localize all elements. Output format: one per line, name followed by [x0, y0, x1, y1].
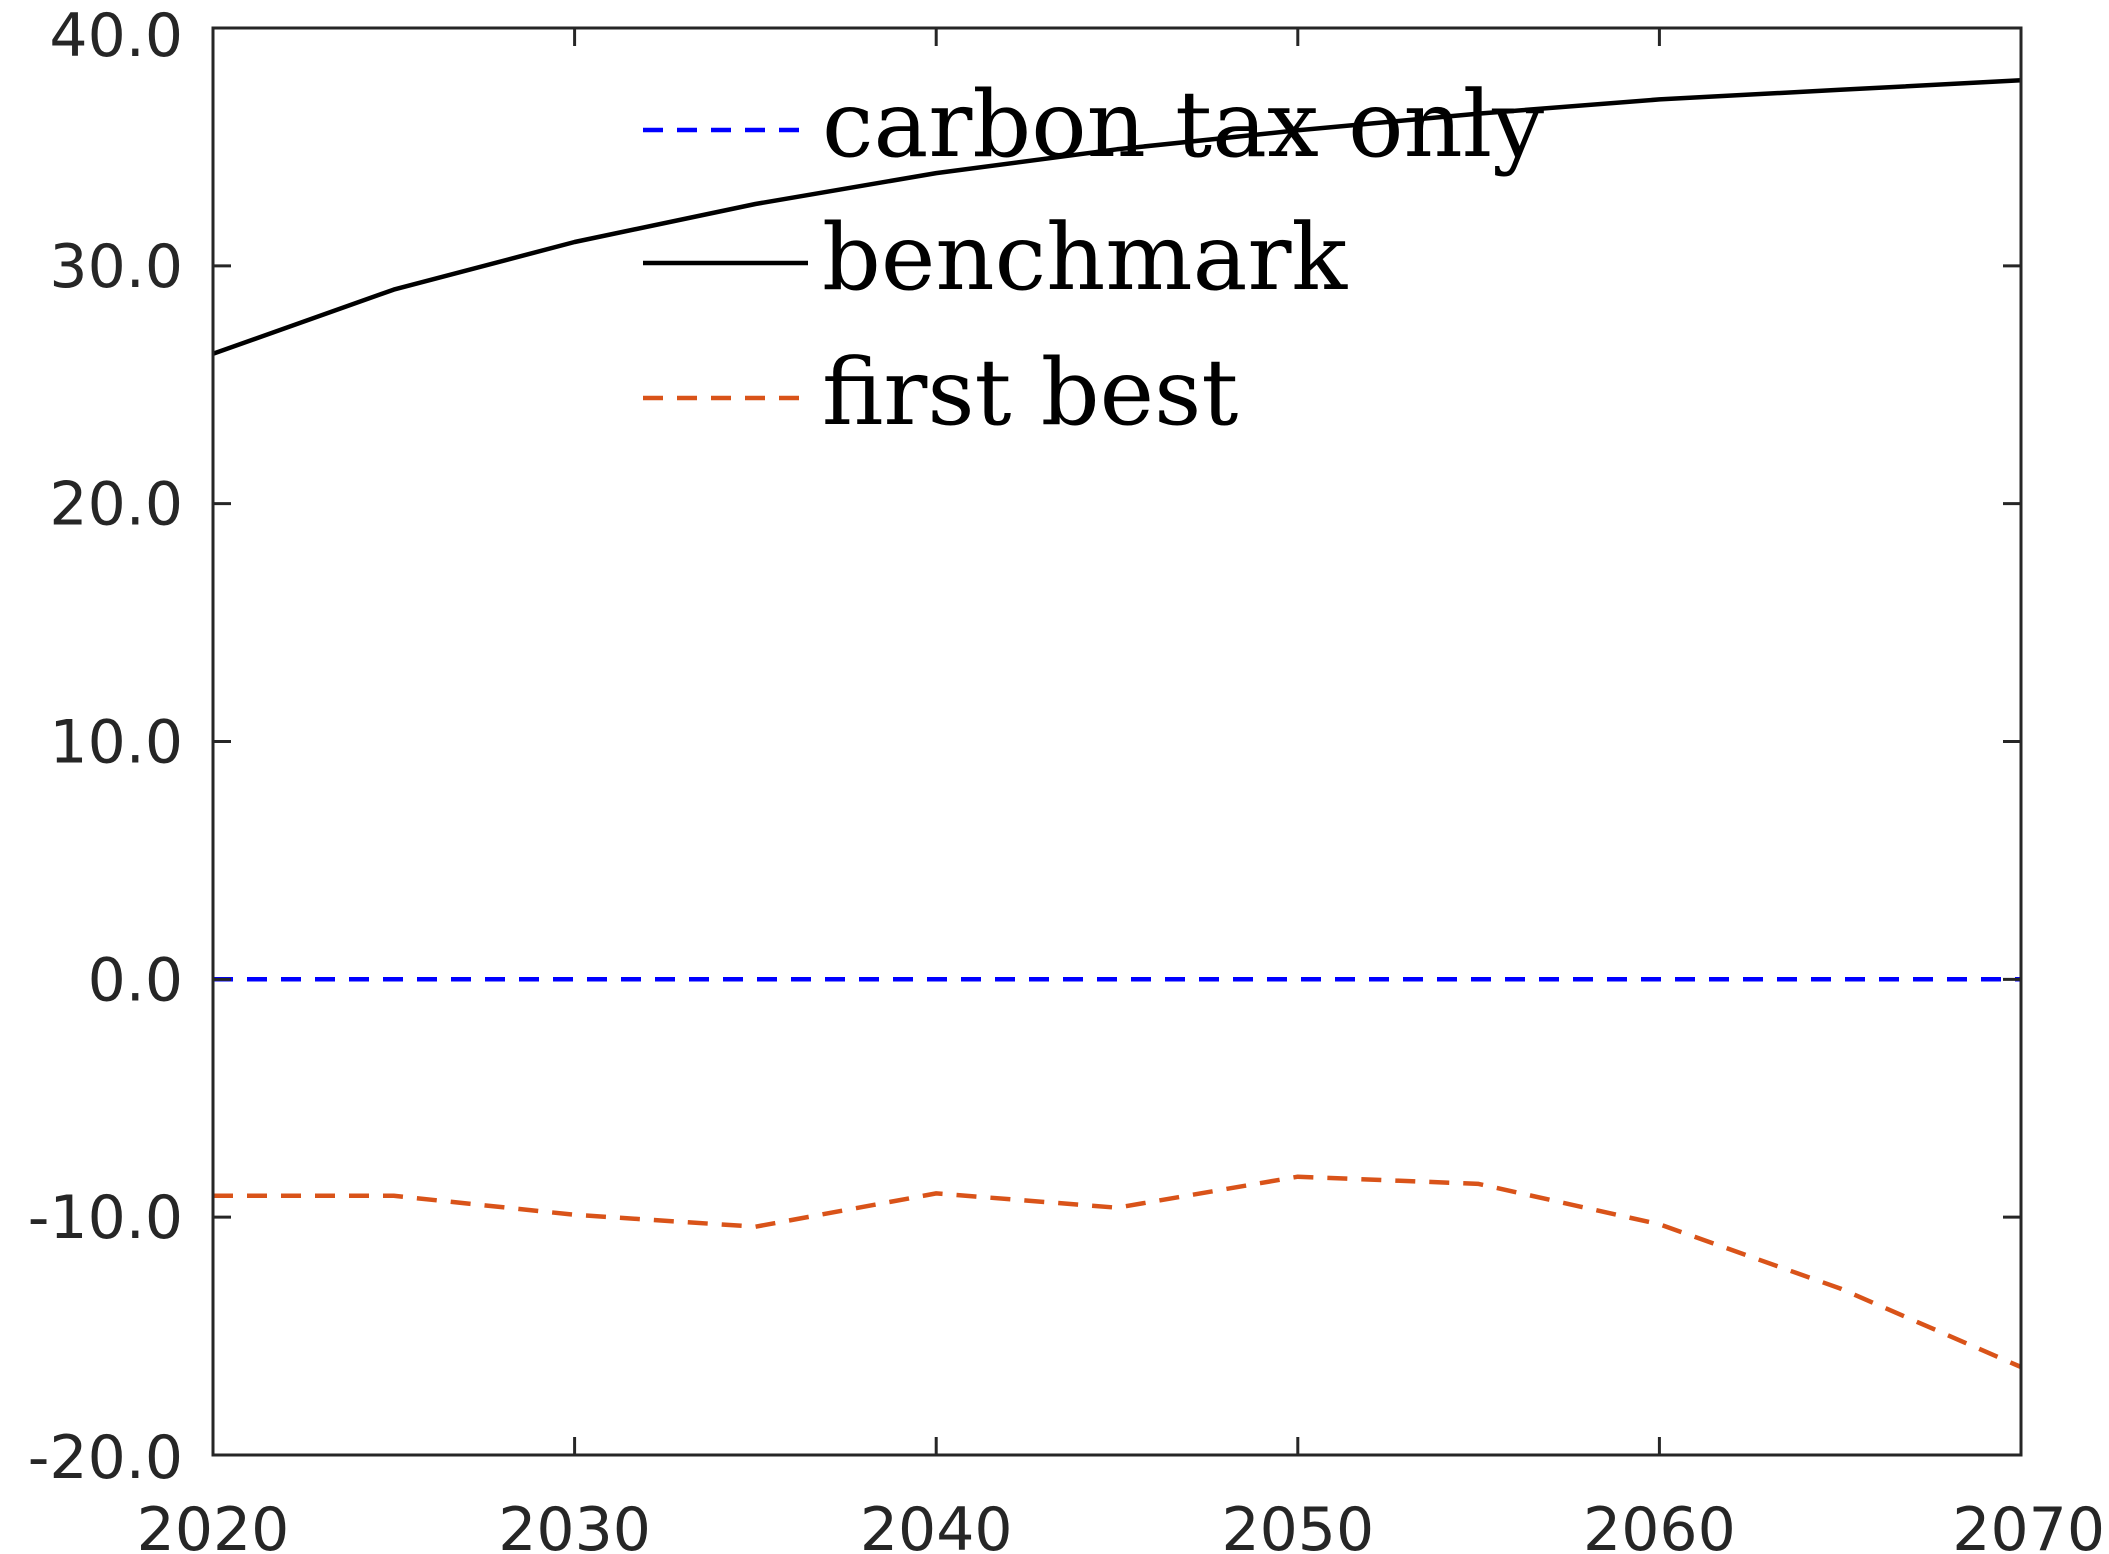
- plot-area: [213, 28, 2021, 1455]
- y-tick-label: 10.0: [49, 708, 183, 778]
- series-layer: [213, 78, 2021, 1370]
- ticks-layer: 2020 2030 2040 2050 2060 2070 -20.0 -10.0 0.0 10.…: [28, 1, 2105, 1554]
- legend-label-2: first best: [822, 339, 1238, 446]
- y-tick-label: 20.0: [49, 470, 183, 540]
- x-tick-label: 2050: [1221, 1495, 1374, 1554]
- x-tick-label: 2020: [137, 1495, 290, 1554]
- x-tick-label: 2060: [1583, 1495, 1736, 1554]
- series-line-1: [213, 78, 2021, 356]
- x-tick-label: 2040: [860, 1495, 1013, 1554]
- legend: carbon tax only benchmark first best: [643, 71, 1544, 446]
- y-tick-label: 30.0: [49, 232, 183, 302]
- legend-label-1: benchmark: [822, 204, 1348, 311]
- x-tick-label: 2070: [1952, 1495, 2105, 1554]
- y-tick-label: 0.0: [88, 945, 183, 1015]
- y-tick-label: -20.0: [28, 1423, 183, 1493]
- x-tick-label: 2030: [498, 1495, 651, 1554]
- y-tick-label: -10.0: [28, 1183, 183, 1253]
- y-tick-label: 40.0: [49, 1, 183, 71]
- legend-label-0: carbon tax only: [822, 71, 1544, 178]
